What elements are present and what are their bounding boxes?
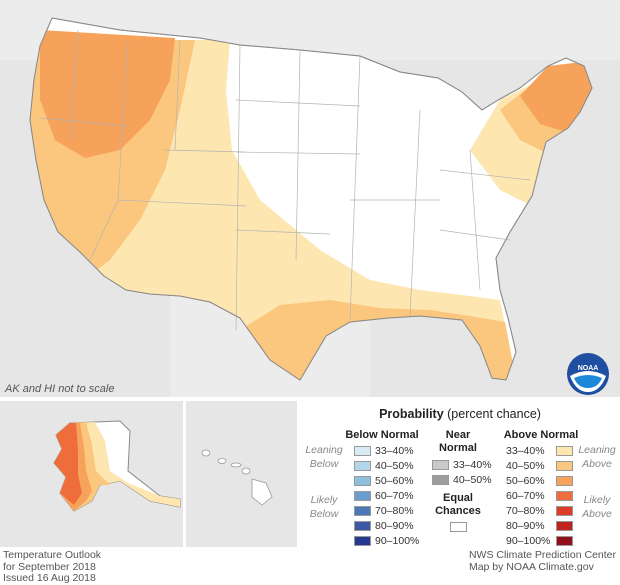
noaa-logo-text: NOAA <box>578 365 599 372</box>
equal-swatch <box>450 522 467 532</box>
below-swatch-0 <box>354 446 371 456</box>
equal-chances-label: Equal Chances <box>435 492 481 517</box>
likely-above-label: Likely Above <box>582 494 612 520</box>
conus-map: AK and HI not to scale NOAA <box>0 0 620 397</box>
above-swatch-3 <box>556 491 573 501</box>
issued-date: Issued 16 Aug 2018 <box>3 572 96 584</box>
hawaii-islands <box>201 449 273 506</box>
legend-title-rest: (percent chance) <box>443 407 541 421</box>
near-swatch-0 <box>432 460 449 470</box>
below-normal-header: Below Normal <box>345 429 419 441</box>
near-normal-header: Near Normal <box>439 429 477 454</box>
above-swatch-5 <box>556 521 573 531</box>
credit-cpc: NWS Climate Prediction Center <box>468 549 616 561</box>
below-swatch-4 <box>354 506 371 516</box>
alaska-map <box>0 401 183 547</box>
below-swatch-2 <box>354 476 371 486</box>
below-swatch-3 <box>354 491 371 501</box>
leaning-above-label: Leaning Above <box>578 444 616 470</box>
likely-below-label: Likely Below <box>309 494 339 520</box>
below-swatch-1 <box>354 461 371 471</box>
legend: Probability (percent chance) Below Norma… <box>300 401 620 547</box>
noaa-logo: NOAA <box>566 352 610 396</box>
legend-title-bold: Probability <box>379 407 444 421</box>
above-normal-header: Above Normal <box>503 429 579 441</box>
above-swatch-0 <box>556 446 573 456</box>
below-swatch-5 <box>354 521 371 531</box>
scale-note: AK and HI not to scale <box>5 383 115 395</box>
above-swatch-4 <box>556 506 573 516</box>
hawaii-map <box>186 401 297 547</box>
above-swatch-6 <box>556 536 573 546</box>
footer-right: NWS Climate Prediction Center Map by NOA… <box>468 549 616 573</box>
conus-map-svg <box>29 17 593 381</box>
leaning-below-label: Leaning Below <box>305 444 343 470</box>
legend-title: Probability (percent chance) <box>300 407 620 421</box>
below-swatch-6 <box>354 536 371 546</box>
near-swatch-1 <box>432 475 449 485</box>
above-swatch-1 <box>556 461 573 471</box>
footer-left: Temperature Outlook for September 2018 I… <box>3 549 102 585</box>
credit-climate-gov: Map by NOAA Climate.gov <box>468 560 594 573</box>
outlook-title: Temperature Outlook <box>3 549 102 561</box>
above-swatch-2 <box>556 476 573 486</box>
state-boundaries <box>39 29 531 331</box>
outlook-period: for September 2018 <box>3 560 96 573</box>
